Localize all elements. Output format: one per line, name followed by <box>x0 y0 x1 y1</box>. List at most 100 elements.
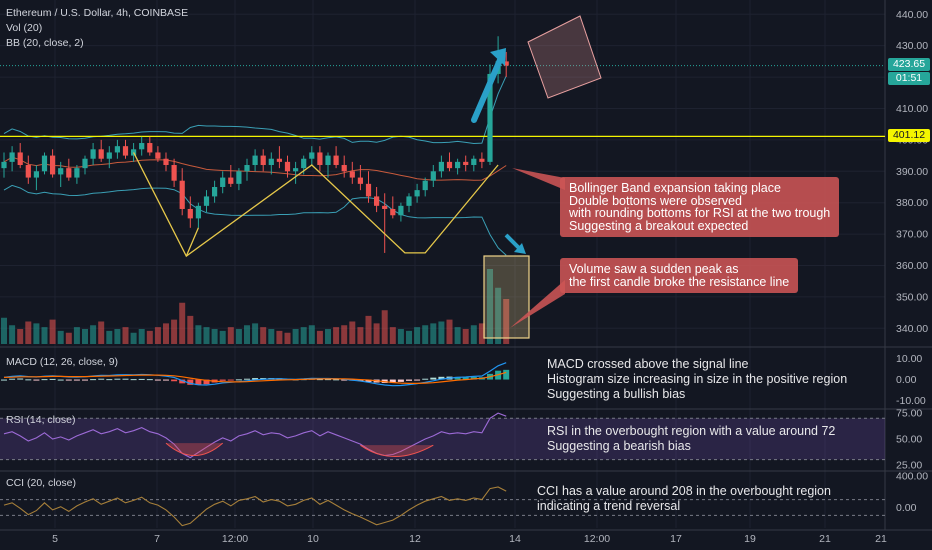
volume-bar <box>284 332 291 344</box>
bollinger-lower-band <box>3 184 507 256</box>
candle-body <box>471 158 477 166</box>
macd-pane-label[interactable]: MACD (12, 26, close, 9) <box>6 356 119 368</box>
candle-body <box>25 165 31 178</box>
candle-body <box>106 152 112 159</box>
rsi-rounding-bottom-2 <box>360 444 434 458</box>
candle-body <box>82 158 88 169</box>
candle-body <box>228 177 234 184</box>
volume-bar <box>57 330 64 344</box>
candle-body <box>365 183 372 197</box>
volume-bar <box>122 327 129 344</box>
macd-histogram-bar <box>146 379 153 381</box>
bollinger-callout[interactable]: Bollinger Band expansion taking place Do… <box>560 177 840 237</box>
candle-body <box>195 205 201 219</box>
x-tick-label: 14 <box>509 533 521 545</box>
candle-body <box>301 158 307 169</box>
volume-bar <box>195 325 202 344</box>
macd-y-tick-label: 10.00 <box>896 353 922 365</box>
x-tick-label: 7 <box>154 533 160 545</box>
macd-histogram-bar <box>462 377 469 380</box>
macd-histogram-bar <box>438 376 445 380</box>
cci-pane-label[interactable]: CCI (20, close) <box>6 477 77 489</box>
volume-bar <box>308 325 315 344</box>
bollinger-indicator-label[interactable]: BB (20, close, 2) <box>6 37 84 49</box>
volume-bar <box>495 287 502 344</box>
resistance-price-tag: 401.12 <box>888 129 930 142</box>
candle-body <box>455 161 461 169</box>
macd-histogram-bar <box>98 378 105 380</box>
macd-histogram-bar <box>171 379 178 382</box>
volume-callout[interactable]: Volume saw a sudden peak as the first ca… <box>560 258 799 293</box>
macd-histogram-bar <box>122 378 129 380</box>
candle-body <box>293 168 299 172</box>
macd-histogram-bar <box>235 379 242 381</box>
candle-body <box>398 205 404 216</box>
macd-histogram-bar <box>187 379 194 385</box>
x-tick-label: 12:00 <box>222 533 248 545</box>
macd-y-tick-label: 0.00 <box>896 374 917 386</box>
volume-bar <box>244 325 250 344</box>
candle-body <box>341 165 347 172</box>
candle-body <box>33 171 39 178</box>
rsi-note[interactable]: RSI in the overbought region with a valu… <box>547 424 836 453</box>
volume-bar <box>325 329 331 344</box>
candle-body <box>90 149 96 159</box>
breakout-arrow-head <box>490 48 506 66</box>
volume-callout-pointer <box>510 280 565 328</box>
bollinger-upper-band <box>3 75 507 145</box>
cci-note[interactable]: CCI has a value around 208 in the overbo… <box>537 484 831 513</box>
volume-bar <box>227 327 234 344</box>
macd-histogram-bar <box>179 379 186 384</box>
macd-histogram-bar <box>252 378 259 380</box>
candle-body <box>503 61 509 66</box>
cci-y-tick-label: 0.00 <box>896 502 917 514</box>
macd-histogram-bar <box>357 379 364 382</box>
candle-body <box>122 146 129 156</box>
macd-histogram-bar <box>154 379 161 381</box>
macd-histogram-bar <box>316 379 323 381</box>
macd-histogram-bar <box>1 379 7 381</box>
candle-body <box>66 168 72 178</box>
volume-indicator-label[interactable]: Vol (20) <box>6 22 43 34</box>
volume-bar <box>211 329 218 344</box>
macd-histogram-bar <box>389 379 396 383</box>
volume-bar <box>82 329 88 344</box>
macd-histogram-bar <box>365 379 372 382</box>
macd-histogram-bar <box>57 379 64 381</box>
candle-body <box>187 208 193 219</box>
candle-body <box>357 177 363 184</box>
candle-body <box>203 196 210 206</box>
rsi-y-tick-label: 25.00 <box>896 459 922 471</box>
x-tick-label: 10 <box>307 533 319 545</box>
volume-bar <box>503 299 510 344</box>
candle-body <box>171 165 177 181</box>
candle-body <box>406 196 412 206</box>
candle-body <box>276 158 282 162</box>
volume-bar <box>406 330 412 344</box>
x-tick-label: 21 <box>819 533 831 545</box>
macd-histogram-bar <box>9 378 16 380</box>
volume-bar <box>65 332 72 344</box>
macd-histogram-bar <box>219 379 226 381</box>
macd-histogram-bar <box>406 379 412 381</box>
rsi-pane-label[interactable]: RSI (14, close) <box>6 414 76 426</box>
macd-histogram-bar <box>244 378 250 380</box>
macd-histogram-bar <box>470 377 477 380</box>
macd-note[interactable]: MACD crossed above the signal line Histo… <box>547 357 848 401</box>
volume-bar <box>163 323 169 344</box>
volume-bar <box>430 323 437 344</box>
volume-bar <box>179 302 186 344</box>
y-tick-label: 370.00 <box>896 229 928 241</box>
macd-histogram-bar <box>65 379 72 381</box>
candle-body <box>374 196 380 206</box>
candle-body <box>414 190 420 197</box>
volume-bar <box>17 329 24 344</box>
volume-bar <box>292 329 299 344</box>
y-tick-label: 410.00 <box>896 103 928 115</box>
candle-body <box>236 171 242 184</box>
candle-body <box>463 161 469 166</box>
candle-body <box>244 165 250 172</box>
macd-histogram-bar <box>430 377 437 380</box>
candle-body <box>422 180 428 191</box>
macd-y-tick-label: -10.00 <box>896 395 926 407</box>
